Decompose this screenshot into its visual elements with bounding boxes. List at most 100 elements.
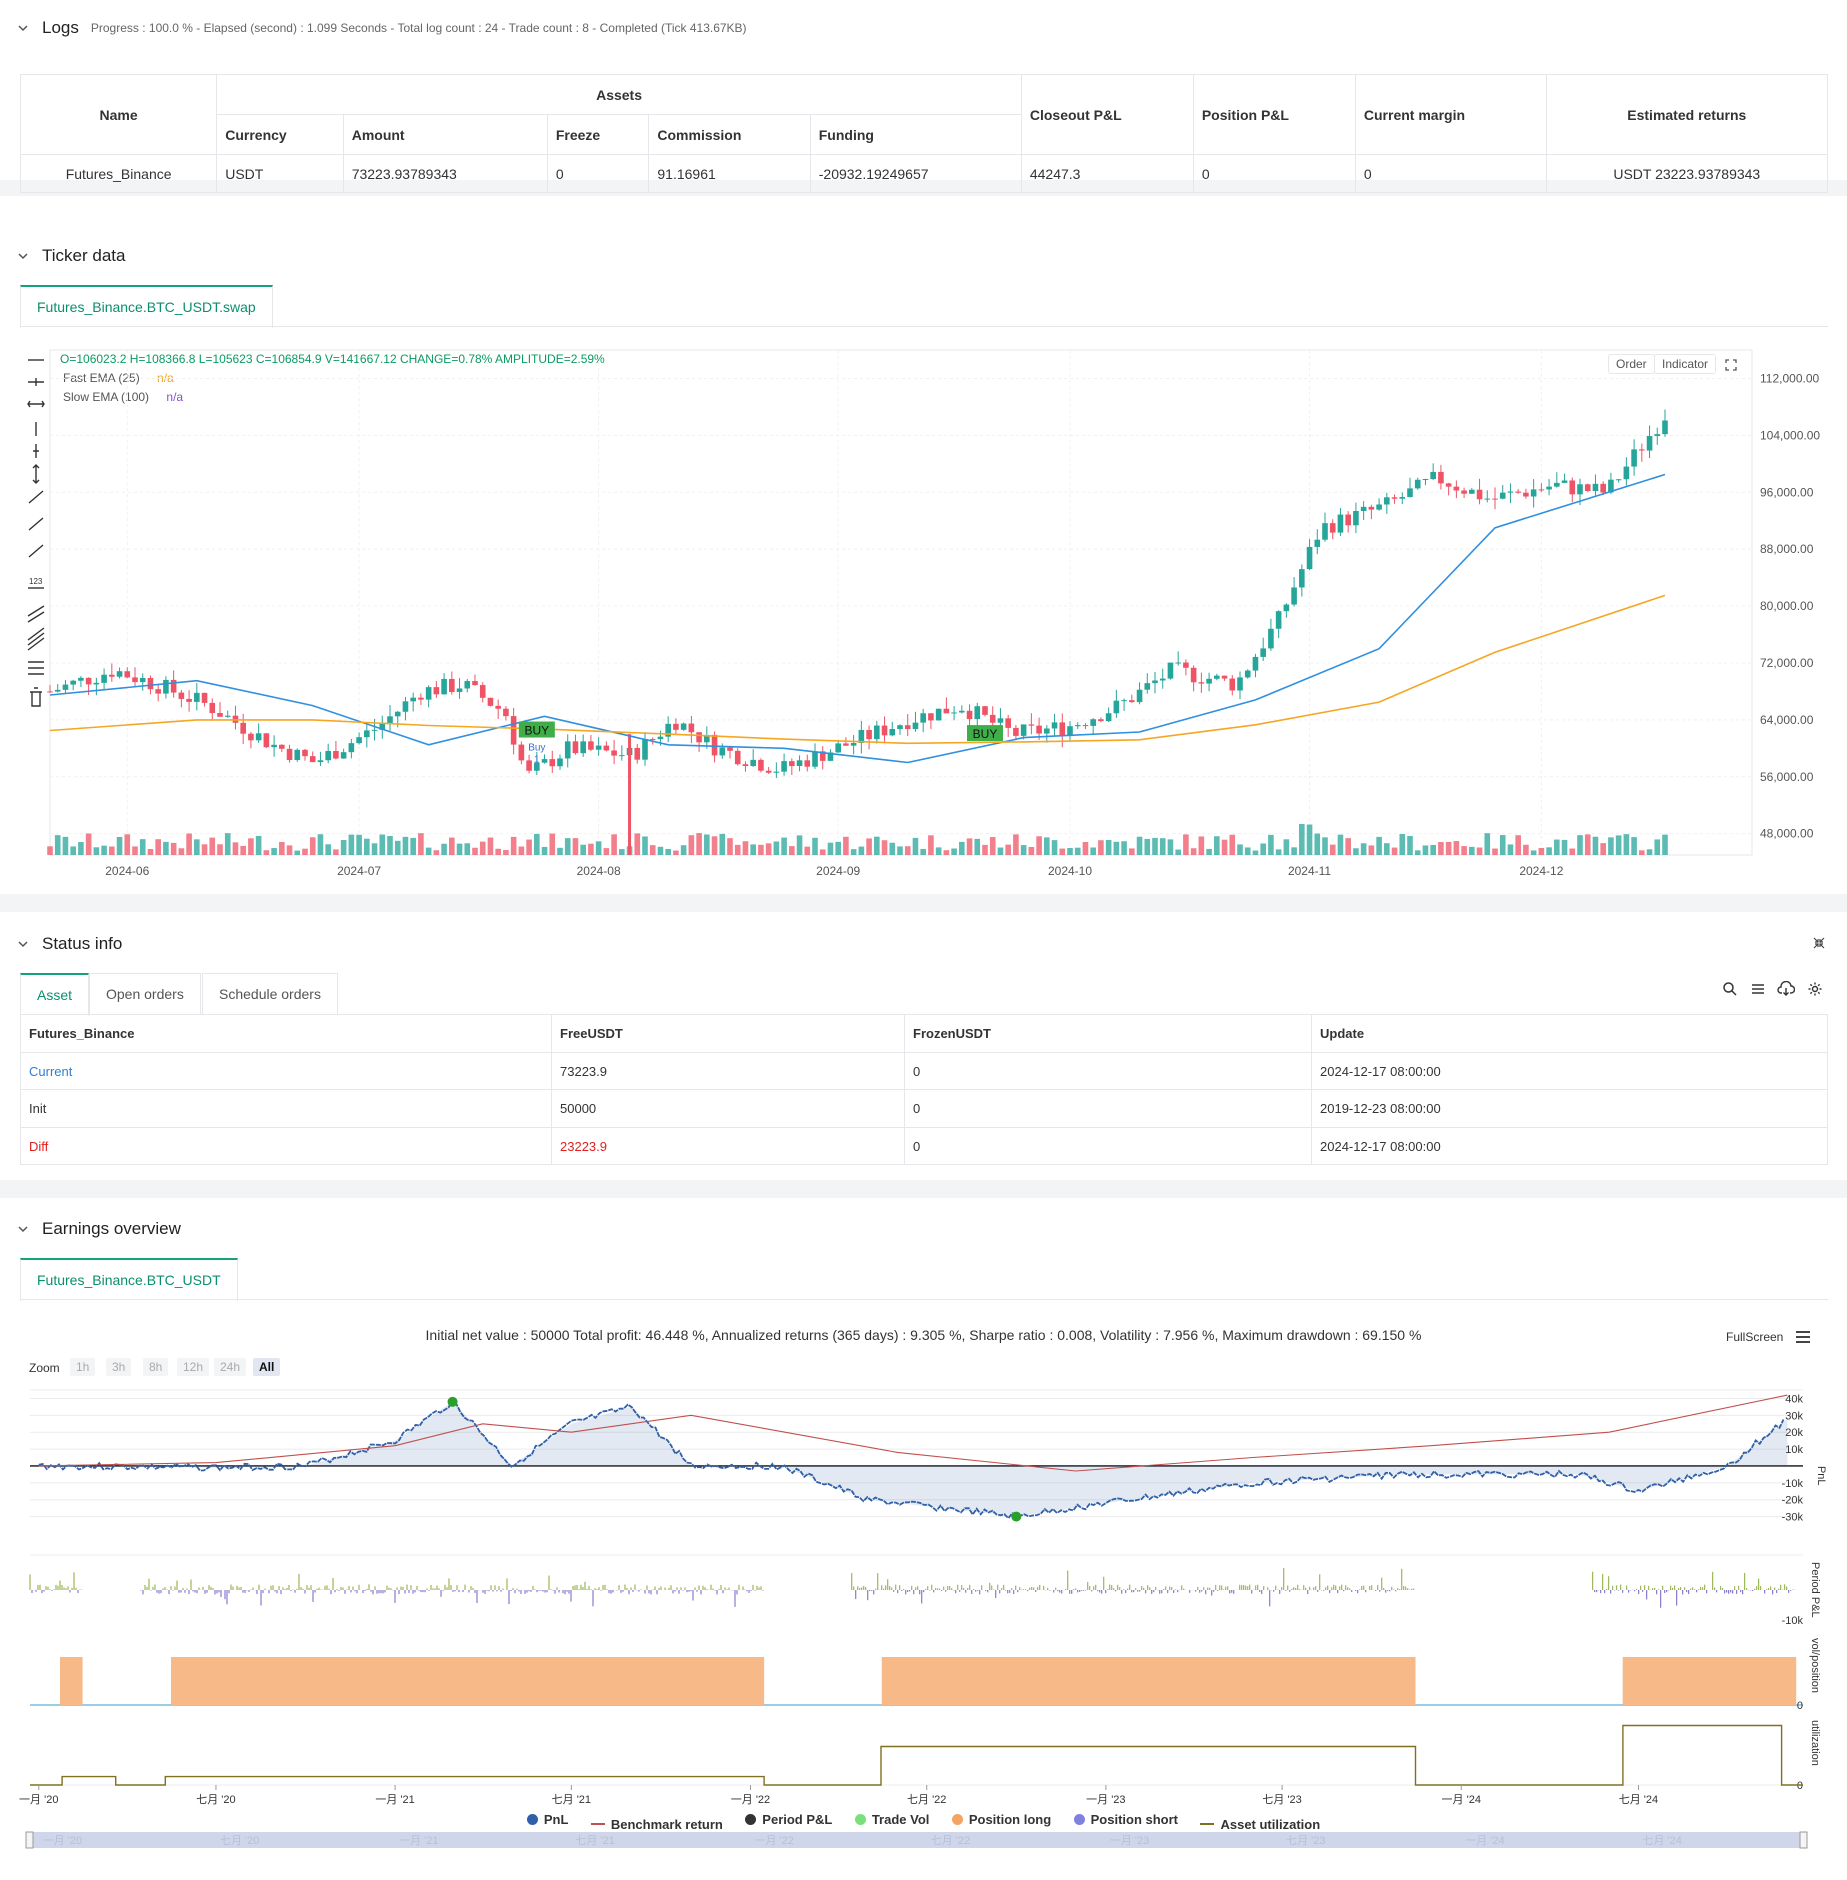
tab-earnings-symbol[interactable]: Futures_Binance.BTC_USDT [20, 1258, 238, 1302]
volume-bar [858, 846, 865, 855]
legend-period-pnl[interactable]: Period P&L [745, 1812, 832, 1827]
volume-bar [649, 845, 656, 855]
x-tick-label: 2024-08 [577, 864, 621, 878]
legend-benchmark[interactable]: Benchmark return [590, 1817, 723, 1832]
status-header[interactable]: Status info [18, 934, 122, 954]
legend-position-long[interactable]: Position long [951, 1812, 1051, 1827]
cloud-download-icon[interactable] [1777, 981, 1795, 997]
legend-trade-vol[interactable]: Trade Vol [854, 1812, 929, 1827]
candle-body [935, 708, 942, 721]
candle-body [1608, 479, 1614, 493]
candle-body [109, 674, 115, 677]
candle-body [680, 723, 687, 730]
legend-pnl[interactable]: PnL [526, 1812, 568, 1827]
candle-body [1623, 466, 1630, 480]
fullscreen-button[interactable]: FullScreen [1726, 1330, 1811, 1344]
volume-bar [255, 835, 262, 855]
search-icon[interactable] [1722, 981, 1738, 997]
tab-open-orders[interactable]: Open orders [89, 973, 201, 1015]
volume-bar [1353, 848, 1359, 855]
volume-bar [758, 844, 764, 855]
gear-icon[interactable] [1807, 981, 1823, 997]
tab-divider [20, 326, 1828, 327]
volume-bar [1059, 848, 1066, 855]
legend-asset-util[interactable]: Asset utilization [1200, 1817, 1320, 1832]
volume-bar [433, 850, 440, 855]
candle-body [982, 706, 988, 715]
position-long-block [60, 1657, 83, 1705]
candle-body [1129, 700, 1135, 703]
volume-bar [186, 833, 192, 855]
hamburger-icon[interactable] [1795, 1330, 1811, 1344]
volume-bar [155, 839, 161, 855]
navigator-tick-label: 一月 '23 [1110, 1835, 1149, 1847]
zoom-24h[interactable]: 24h [214, 1358, 247, 1376]
earnings-header[interactable]: Earnings overview [18, 1219, 181, 1239]
cell-amount: 73223.93789343 [342, 154, 548, 193]
volume-bar [1646, 849, 1653, 855]
volume-bar [309, 837, 316, 855]
volume-bar [93, 847, 100, 855]
candle-body [503, 708, 509, 717]
zoom-all[interactable]: All [253, 1358, 281, 1376]
candle-body [959, 710, 965, 713]
row-label-current[interactable]: Current [20, 1052, 552, 1090]
collapse-icon[interactable] [1812, 936, 1826, 950]
candle-body [812, 751, 818, 767]
volume-bar [1476, 847, 1483, 855]
buy-marker-label: BUY [524, 724, 549, 738]
candle-body [1306, 546, 1313, 570]
zoom-1h[interactable]: 1h [70, 1358, 96, 1376]
volume-bar [1028, 846, 1035, 855]
candle-body [441, 678, 447, 695]
volume-bar [1662, 834, 1668, 855]
zoom-label: Zoom [29, 1361, 60, 1375]
earnings-chart[interactable]: 40k 30k 20k 10k -10k -20k -30k PnL -10k Period P&… [0, 1380, 1847, 1880]
zoom-3h[interactable]: 3h [106, 1358, 132, 1376]
candle-body [1244, 670, 1251, 678]
benchmark-line [38, 1394, 1788, 1472]
x-tick-label: 2024-12 [1519, 864, 1563, 878]
drawing-tools-icon[interactable]: 123 [20, 350, 52, 780]
volume-bar [510, 836, 517, 855]
x-tick-label: 2024-10 [1048, 864, 1092, 878]
y-tick-label: 104,000.00 [1760, 428, 1820, 442]
candle-body [727, 747, 733, 751]
logs-table: Name Assets Closeout P&L Position P&L Cu… [19, 74, 1829, 193]
logs-header[interactable]: Logs Progress : 100.0 % - Elapsed (secon… [18, 18, 747, 38]
candle-body [580, 741, 586, 754]
menu-icon[interactable] [1750, 981, 1766, 997]
candle-body [1360, 506, 1367, 512]
x-tick-label: 一月 '22 [731, 1794, 770, 1806]
ticker-title-row[interactable]: Ticker data [18, 246, 125, 266]
zoom-12h[interactable]: 12h [177, 1358, 210, 1376]
earnings-legend: PnL Benchmark return Period P&L Trade Vo… [0, 1812, 1847, 1832]
navigator-tick-label: 七月 '20 [220, 1834, 259, 1847]
volume-bar [1337, 834, 1344, 855]
candle-body [116, 671, 123, 677]
candle-body [286, 748, 293, 761]
candle-body [1445, 483, 1452, 487]
status-title: Status info [42, 934, 123, 953]
x-tick-label: 七月 '24 [1619, 1793, 1658, 1806]
x-tick-label: 一月 '23 [1086, 1794, 1125, 1806]
legend-dot [526, 1814, 538, 1825]
volume-bar [85, 833, 92, 855]
zoom-8h[interactable]: 8h [143, 1358, 169, 1376]
buy-marker-label: BUY [973, 727, 998, 741]
expand-icon[interactable] [1724, 358, 1738, 372]
indicator-button[interactable]: Indicator [1654, 354, 1717, 374]
y-tick-label: -10k [1782, 1478, 1804, 1490]
candlestick-chart[interactable]: 112,000.00 104,000.00 96,000.00 88,000.00 80… [0, 340, 1847, 890]
volume-bar [1623, 834, 1630, 855]
chart-toolbar: 123 [20, 350, 52, 780]
candle-body [920, 713, 926, 723]
tab-asset[interactable]: Asset [20, 973, 90, 1017]
candle-body [1499, 492, 1506, 499]
tab-ticker-symbol[interactable]: Futures_Binance.BTC_USDT.swap [20, 285, 273, 329]
legend-position-short[interactable]: Position short [1073, 1812, 1178, 1827]
volume-bar [1082, 842, 1089, 855]
volume-bar [603, 848, 610, 855]
candle-body [843, 743, 849, 746]
tab-schedule-orders[interactable]: Schedule orders [202, 973, 338, 1015]
